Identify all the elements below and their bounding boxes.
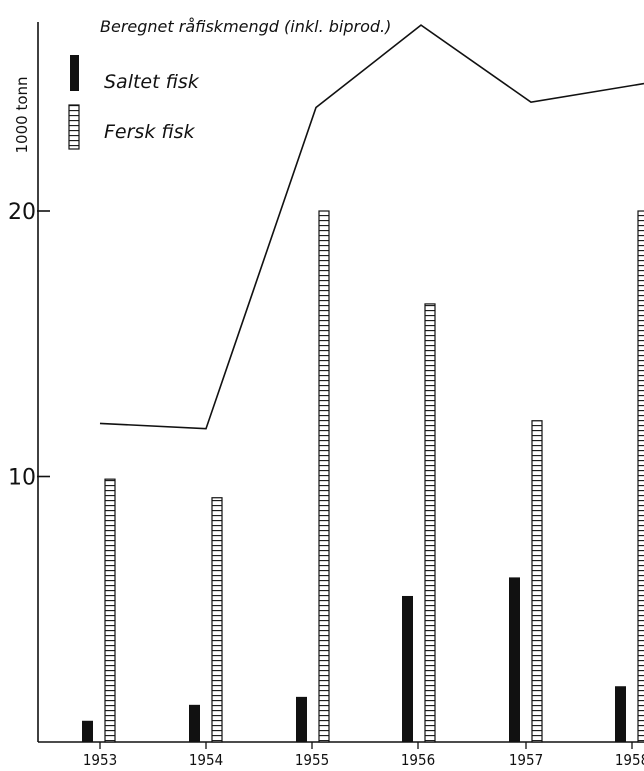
y-tick-label-10: 10: [8, 466, 36, 491]
legend-label-saltet: Saltet fisk: [104, 71, 200, 93]
bar-fersk-1958: [637, 210, 644, 743]
bar-fersk-1957: [531, 420, 543, 743]
x-tick-label-1954: 1954: [189, 751, 223, 769]
legend-label-fersk: Fersk fisk: [104, 121, 196, 143]
axes: [37, 22, 644, 749]
x-tick-label-1958: 1958: [615, 751, 644, 769]
x-tick-label-1957: 1957: [509, 751, 543, 769]
bar-saltet-1956: [402, 595, 413, 742]
x-tick-label-1955: 1955: [295, 751, 329, 769]
series-saltet-fisk: [82, 577, 626, 742]
bar-saltet-1954: [189, 704, 200, 742]
bar-fersk-1955: [318, 210, 330, 743]
bar-fersk-1954: [211, 497, 223, 743]
bar-saltet-1953: [82, 720, 93, 742]
bar-saltet-1957: [509, 577, 520, 742]
tick-labels: 10 20 1953 1954 1955 1956 1957 1958 1000 tonn: [8, 76, 644, 769]
bar-saltet-1958: [615, 686, 626, 742]
line-series-label: Beregnet råfiskmengd (inkl. biprod.): [100, 17, 391, 36]
x-tick-label-1956: 1956: [401, 751, 435, 769]
bar-fersk-1953: [104, 478, 116, 743]
x-tick-label-1953: 1953: [83, 751, 117, 769]
legend-swatch-saltet: [70, 55, 79, 91]
bar-fersk-1956: [424, 303, 436, 743]
y-tick-label-20: 20: [8, 200, 36, 225]
series-fersk-fisk: [104, 210, 644, 743]
y-axis-label: 1000 tonn: [13, 76, 31, 153]
series-raafiskmengd: Beregnet råfiskmengd (inkl. biprod.): [99, 17, 644, 430]
bar-saltet-1955: [296, 696, 307, 742]
legend-swatch-fersk: [68, 104, 80, 150]
legend: Saltet fisk Fersk fisk: [68, 55, 200, 150]
line-path: [99, 24, 644, 430]
